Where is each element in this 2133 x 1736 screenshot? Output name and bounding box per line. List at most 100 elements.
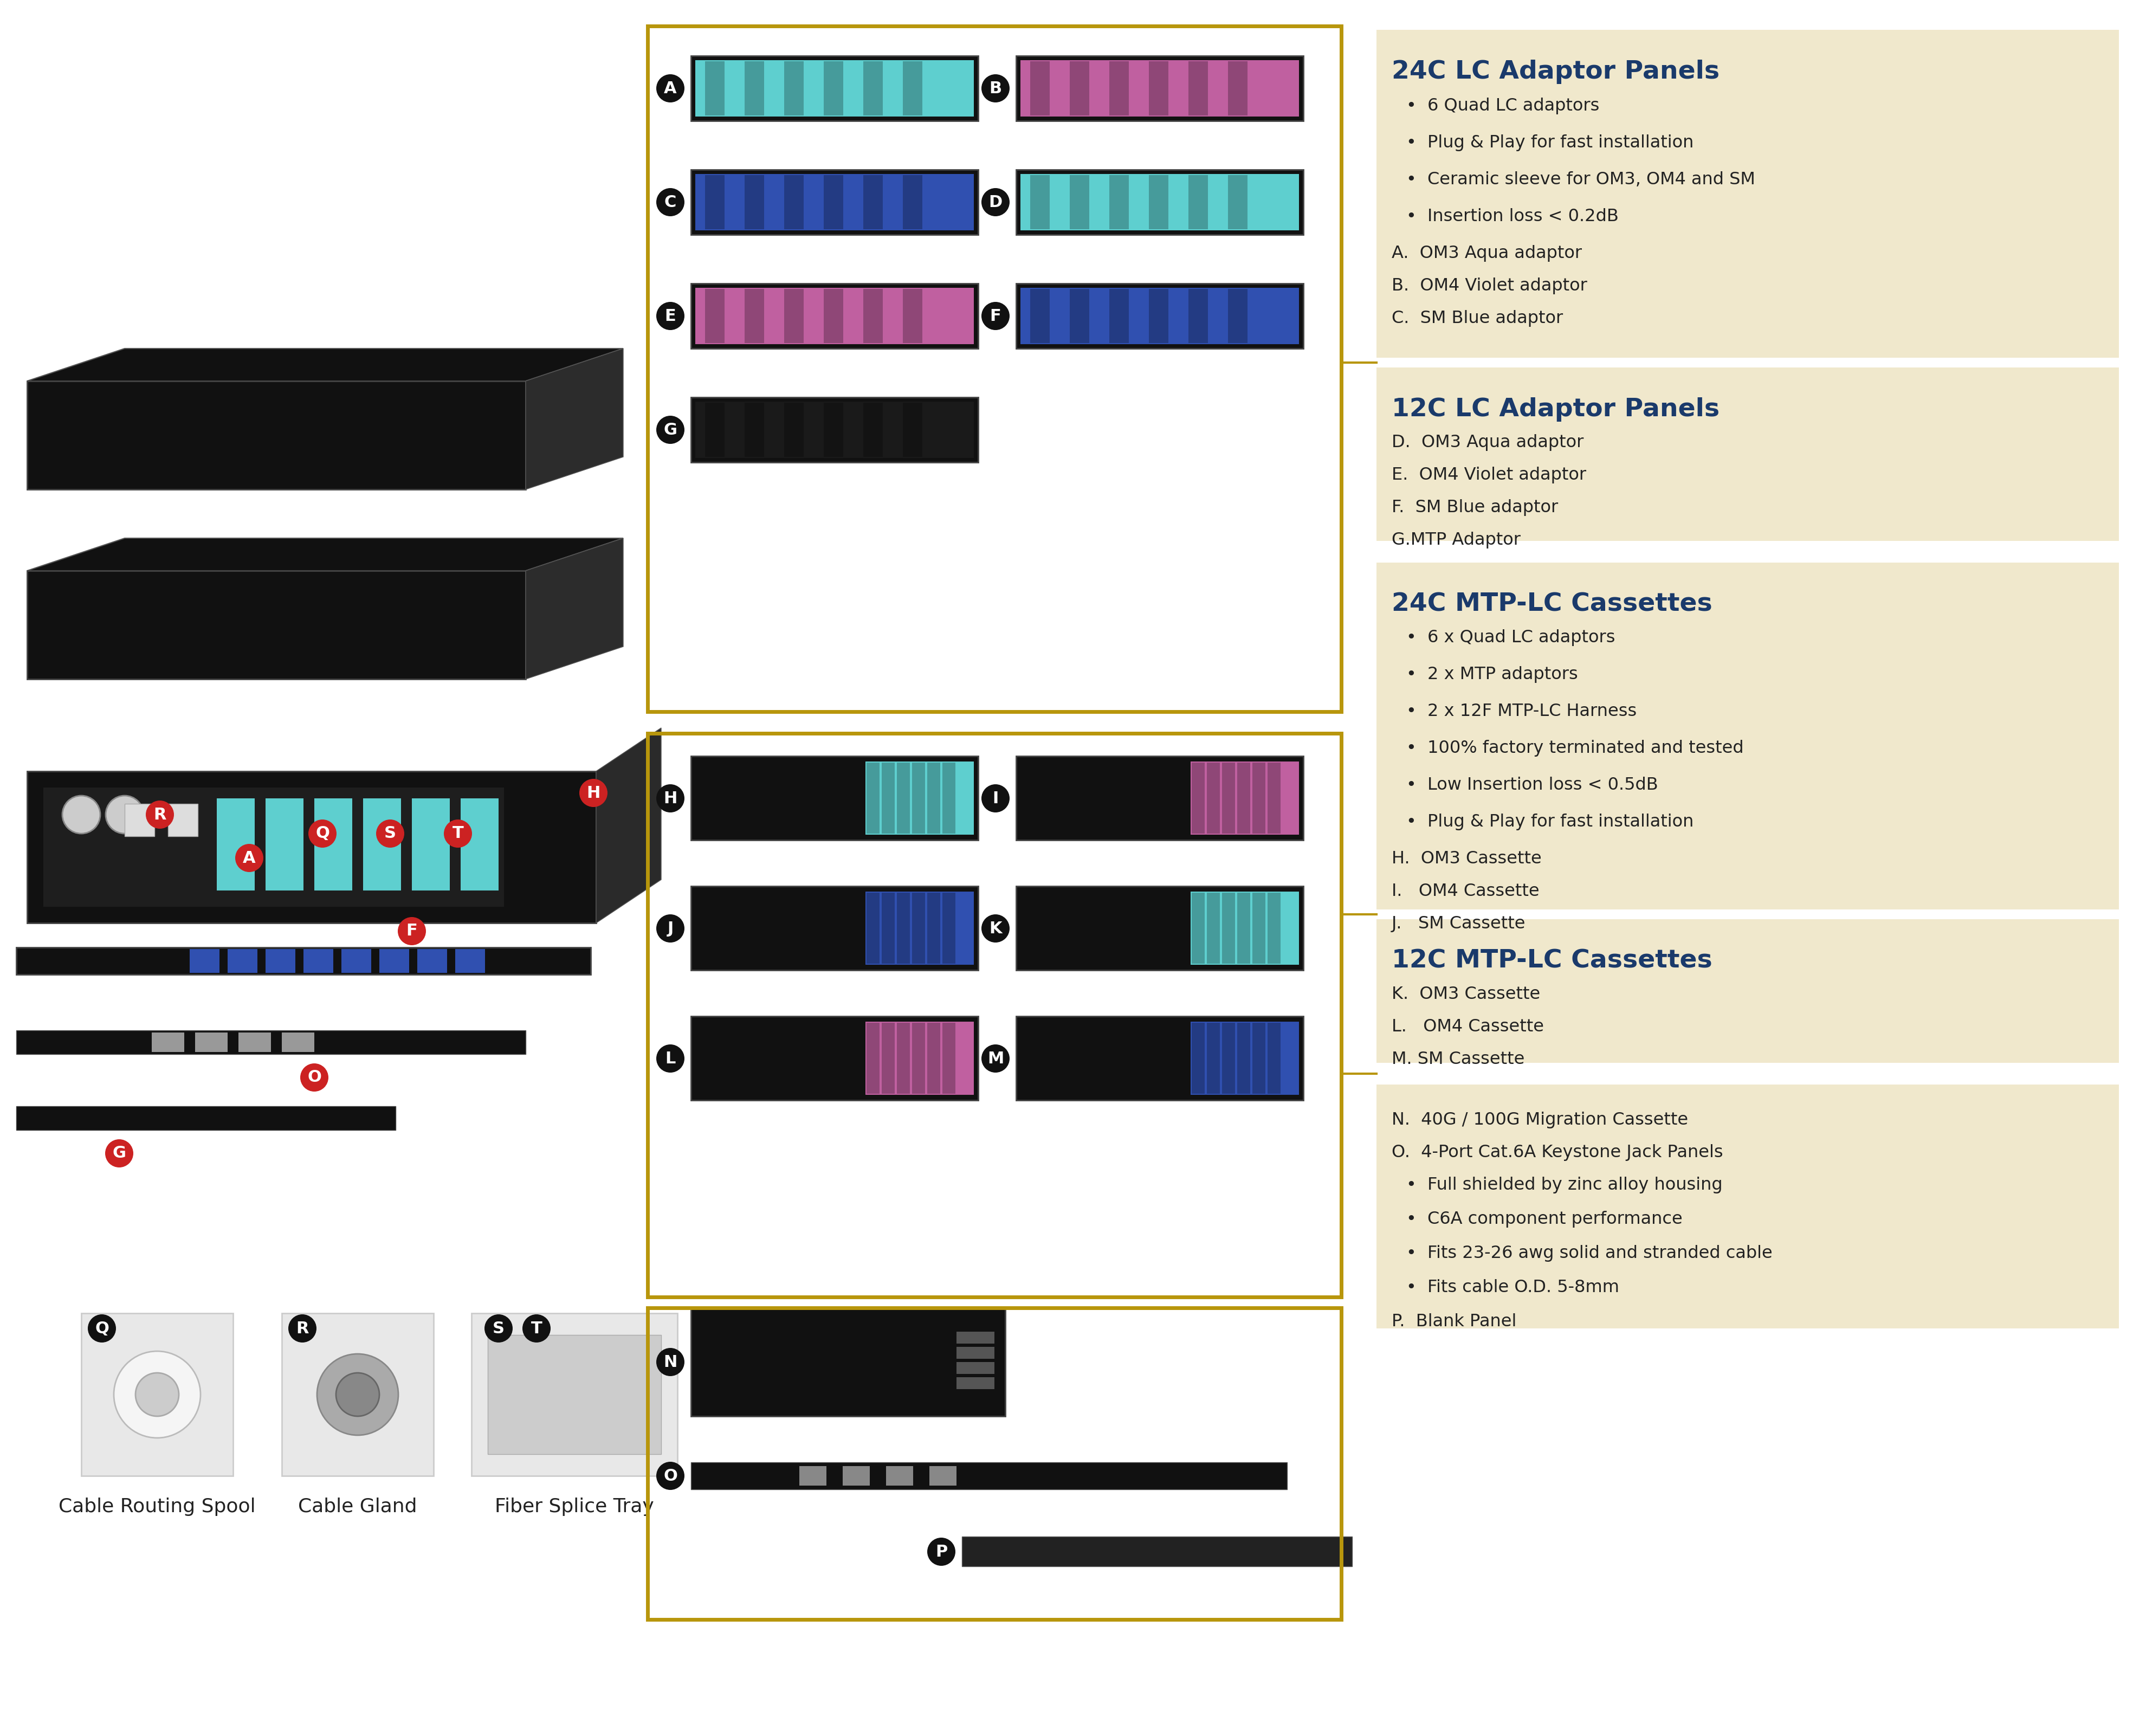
Bar xyxy=(1020,61,1299,116)
Bar xyxy=(956,1363,994,1373)
Bar xyxy=(1188,288,1207,344)
Bar xyxy=(303,950,333,972)
Bar xyxy=(1109,175,1128,229)
Bar xyxy=(1015,885,1303,970)
Bar xyxy=(1190,762,1299,835)
Text: O: O xyxy=(663,1469,678,1484)
Text: J.   SM Cassette: J. SM Cassette xyxy=(1391,915,1525,932)
Circle shape xyxy=(288,1314,316,1342)
Bar xyxy=(17,1031,525,1054)
Text: •  Full shielded by zinc alloy housing: • Full shielded by zinc alloy housing xyxy=(1406,1177,1723,1193)
Bar xyxy=(341,950,371,972)
Bar xyxy=(866,892,975,965)
Circle shape xyxy=(981,785,1009,812)
Text: D.  OM3 Aqua adaptor: D. OM3 Aqua adaptor xyxy=(1391,434,1583,451)
Bar xyxy=(706,403,725,457)
Bar xyxy=(1229,61,1248,116)
Bar xyxy=(190,950,220,972)
Circle shape xyxy=(657,415,685,444)
Bar xyxy=(648,1307,1342,1620)
Bar xyxy=(866,892,879,963)
Text: Fiber Splice Tray: Fiber Splice Tray xyxy=(495,1498,655,1516)
Bar xyxy=(691,283,979,349)
Bar xyxy=(864,288,883,344)
Bar xyxy=(1267,762,1280,833)
Text: E.  OM4 Violet adaptor: E. OM4 Violet adaptor xyxy=(1391,467,1587,483)
Bar xyxy=(1150,61,1169,116)
Text: K: K xyxy=(990,920,1003,936)
Circle shape xyxy=(981,75,1009,102)
Bar xyxy=(1376,920,2118,1062)
Bar xyxy=(1229,288,1248,344)
Bar xyxy=(28,571,525,679)
Bar xyxy=(228,950,258,972)
Bar xyxy=(488,1335,661,1455)
Circle shape xyxy=(318,1354,399,1436)
Bar xyxy=(785,288,804,344)
Bar xyxy=(823,175,843,229)
Bar xyxy=(691,170,979,234)
Bar xyxy=(864,61,883,116)
Circle shape xyxy=(657,302,685,330)
Text: H.  OM3 Cassette: H. OM3 Cassette xyxy=(1391,851,1542,868)
Bar xyxy=(151,1033,183,1052)
Bar xyxy=(943,762,956,833)
Circle shape xyxy=(105,1139,132,1167)
Text: G: G xyxy=(113,1146,126,1161)
Text: I: I xyxy=(992,790,998,806)
Bar xyxy=(1015,1016,1303,1101)
Bar xyxy=(1015,170,1303,234)
Text: 12C LC Adaptor Panels: 12C LC Adaptor Panels xyxy=(1391,398,1719,422)
Text: •  Ceramic sleeve for OM3, OM4 and SM: • Ceramic sleeve for OM3, OM4 and SM xyxy=(1406,172,1755,187)
Circle shape xyxy=(62,795,100,833)
Bar xyxy=(956,1332,994,1344)
Bar xyxy=(1237,1023,1250,1094)
Text: •  Insertion loss < 0.2dB: • Insertion loss < 0.2dB xyxy=(1406,208,1619,226)
Bar xyxy=(1071,61,1090,116)
Circle shape xyxy=(145,800,175,828)
Bar xyxy=(264,950,294,972)
Text: C.  SM Blue adaptor: C. SM Blue adaptor xyxy=(1391,311,1563,326)
Bar xyxy=(412,799,450,891)
Bar xyxy=(264,799,303,891)
Circle shape xyxy=(981,302,1009,330)
Circle shape xyxy=(337,1373,380,1417)
Bar xyxy=(928,762,941,833)
Bar xyxy=(648,26,1342,712)
Bar xyxy=(885,1467,913,1486)
Bar xyxy=(928,1023,941,1094)
Bar xyxy=(913,892,926,963)
Text: R: R xyxy=(296,1321,309,1337)
Bar xyxy=(1030,175,1049,229)
Bar xyxy=(913,1023,926,1094)
Bar xyxy=(864,403,883,457)
Bar xyxy=(1207,1023,1220,1094)
Circle shape xyxy=(657,1045,685,1073)
Text: •  6 Quad LC adaptors: • 6 Quad LC adaptors xyxy=(1406,97,1600,115)
Bar xyxy=(896,892,911,963)
Bar xyxy=(881,762,894,833)
Text: •  C6A component performance: • C6A component performance xyxy=(1406,1210,1683,1227)
Bar xyxy=(1192,762,1205,833)
Bar xyxy=(744,288,764,344)
Text: R: R xyxy=(154,807,166,823)
Bar xyxy=(380,950,410,972)
Bar xyxy=(691,757,979,840)
Bar xyxy=(956,1347,994,1359)
Bar xyxy=(1020,174,1299,231)
Bar xyxy=(695,174,975,231)
Bar xyxy=(691,1462,1286,1489)
Circle shape xyxy=(657,187,685,217)
Circle shape xyxy=(981,1045,1009,1073)
Bar xyxy=(691,398,979,462)
Bar xyxy=(1376,1085,2118,1328)
Bar xyxy=(866,1023,975,1095)
Text: Cable Routing Spool: Cable Routing Spool xyxy=(58,1498,256,1516)
Circle shape xyxy=(375,819,405,847)
Circle shape xyxy=(113,1351,201,1437)
Bar xyxy=(896,1023,911,1094)
Bar xyxy=(866,762,975,835)
Text: F: F xyxy=(405,924,418,939)
Bar xyxy=(1222,762,1235,833)
Bar xyxy=(1030,61,1049,116)
